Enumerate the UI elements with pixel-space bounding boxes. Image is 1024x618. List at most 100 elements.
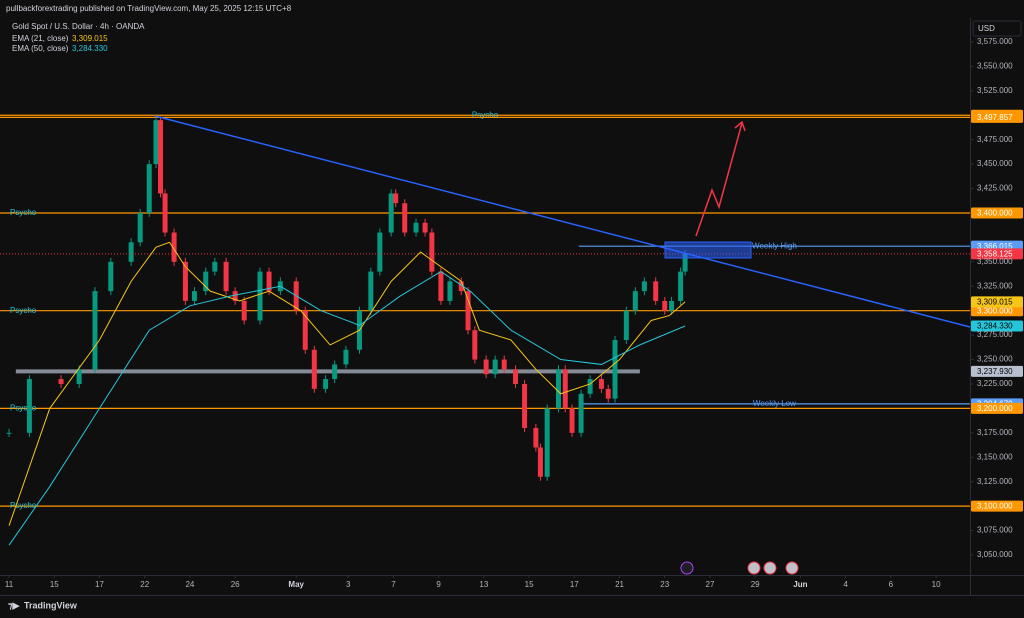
chart-title: Gold Spot / U.S. Dollar · 4h · OANDA [12, 22, 145, 31]
candle [544, 408, 550, 477]
candle [587, 379, 593, 394]
candle [522, 383, 528, 428]
event-icon[interactable] [763, 561, 777, 575]
ema-badge [971, 320, 1023, 332]
event-icon[interactable] [680, 561, 694, 575]
event-icon[interactable] [747, 561, 761, 575]
x-tick-label: 23 [660, 580, 669, 589]
candle [413, 222, 419, 233]
candle [623, 310, 629, 341]
x-tick-label: 22 [140, 580, 149, 589]
x-tick-label: 24 [185, 580, 194, 589]
x-tick-label: May [288, 580, 304, 589]
ema-line [8, 271, 686, 546]
ema-line [8, 241, 686, 526]
candle [458, 281, 464, 292]
x-tick-label: 11 [5, 580, 14, 589]
candle [266, 271, 272, 292]
candle [393, 193, 399, 204]
price-badge-label: 3,237.930 [977, 367, 1013, 376]
x-tick-label: 21 [615, 580, 624, 589]
candle [402, 203, 408, 233]
candle [323, 379, 329, 389]
x-tick-label: 15 [525, 580, 534, 589]
candle [153, 120, 159, 165]
price-badge [971, 500, 1023, 512]
zone-box [664, 241, 752, 259]
arrow-head [734, 120, 746, 132]
candle [241, 300, 247, 321]
x-tick-label: 17 [95, 580, 104, 589]
candle [388, 193, 394, 233]
x-tick-label: 6 [889, 580, 894, 589]
y-tick-label: 3,450.000 [977, 159, 1013, 168]
plot-area: Psycho Psycho Weekly High Psycho Weekly Low P… [0, 41, 974, 578]
level-annotation: Weekly Low [753, 399, 796, 408]
candle [678, 271, 684, 301]
candle [429, 232, 435, 272]
candle [76, 369, 82, 384]
x-tick-label: 3 [346, 580, 351, 589]
y-tick-label: 3,350.000 [977, 257, 1013, 266]
currency-box[interactable] [972, 20, 1022, 37]
y-tick-label: 3,425.000 [977, 184, 1013, 193]
candle [6, 432, 12, 434]
price-badge [971, 305, 1023, 317]
x-tick-label: 13 [479, 580, 488, 589]
y-tick-label: 3,225.000 [977, 379, 1013, 388]
price-badge-label: 3,400.000 [977, 209, 1013, 218]
candle [26, 379, 32, 433]
price-badge-label: 3,366.015 [977, 242, 1013, 251]
candle [223, 261, 229, 292]
x-tick-label: 17 [570, 580, 579, 589]
candle [447, 281, 453, 301]
y-tick-label: 3,475.000 [977, 135, 1013, 144]
candle [377, 232, 383, 272]
price-badge-label: 3,200.000 [977, 404, 1013, 413]
y-tick-label: 3,275.000 [977, 330, 1013, 339]
price-badge-label: 3,100.000 [977, 502, 1013, 511]
current-price-badge [971, 248, 1023, 260]
x-tick-label: 15 [50, 580, 59, 589]
y-tick-label: 3,125.000 [977, 477, 1013, 486]
candle [492, 359, 498, 375]
candle [368, 271, 374, 311]
candle [343, 349, 349, 365]
candle [311, 349, 317, 389]
x-tick-label: 26 [231, 580, 240, 589]
current-price-label: 3,358.125 [977, 250, 1013, 259]
candle [641, 281, 647, 292]
price-badge-label: 3,300.000 [977, 306, 1013, 315]
candle [472, 330, 478, 360]
x-tick-label: 4 [843, 580, 848, 589]
event-icon[interactable] [785, 561, 799, 575]
candle [422, 222, 428, 233]
trendline [154, 115, 971, 328]
level-annotation: Psycho [10, 501, 37, 510]
y-tick-label: 3,050.000 [977, 550, 1013, 559]
legend-value: 3,309.015 [72, 34, 108, 43]
candle [162, 193, 168, 233]
x-tick-label: 29 [751, 580, 760, 589]
level-annotation: Psycho [10, 306, 37, 315]
legend-value: 3,284.330 [72, 44, 108, 53]
x-tick-label: Jun [793, 580, 807, 589]
candle [605, 388, 611, 399]
candle [537, 447, 543, 477]
level-annotation: Psycho [10, 208, 37, 217]
candle [465, 291, 471, 331]
y-tick-label: 3,325.000 [977, 281, 1013, 290]
candle [483, 359, 489, 375]
candle [332, 364, 338, 380]
ema-badge-label: 3,284.330 [977, 322, 1013, 331]
candle [533, 427, 539, 448]
price-badge [971, 111, 1023, 123]
candle [501, 359, 507, 370]
candle [569, 408, 575, 433]
y-tick-label: 3,550.000 [977, 62, 1013, 71]
candle [438, 271, 444, 301]
ema-badge-label: 3,309.015 [977, 297, 1013, 306]
